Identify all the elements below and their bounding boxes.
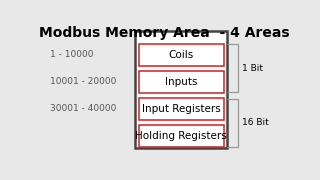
Text: 10001 - 20000: 10001 - 20000 [50,77,116,86]
Bar [139,98,223,120]
Text: Holding Registers: Holding Registers [135,131,227,141]
Text: Input Registers: Input Registers [142,104,221,114]
Bar [139,44,223,66]
Text: Modbus Memory Area  - 4 Areas: Modbus Memory Area - 4 Areas [39,26,289,40]
Text: 16 Bit: 16 Bit [242,118,269,127]
Text: 1 - 10000: 1 - 10000 [50,50,93,59]
Text: 30001 - 40000: 30001 - 40000 [50,104,116,113]
Bar [139,71,223,93]
Bar [139,125,223,147]
Text: Coils: Coils [169,50,194,60]
Bar [135,31,227,148]
Text: 1 Bit: 1 Bit [242,64,263,73]
Text: Inputs: Inputs [165,77,198,87]
